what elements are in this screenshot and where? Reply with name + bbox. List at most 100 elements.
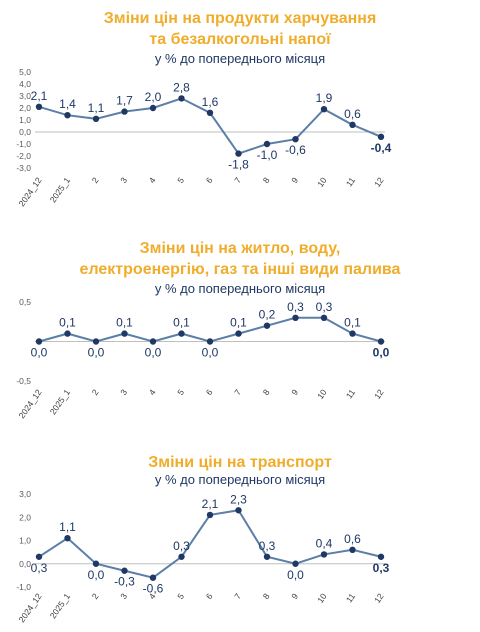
data-label: 0,0 xyxy=(31,346,48,360)
y-tick-label: 2,0 xyxy=(19,512,31,522)
data-point xyxy=(235,507,242,514)
data-label: 0,1 xyxy=(173,316,190,330)
x-tick-label: 2 xyxy=(90,591,101,601)
data-label: 0,3 xyxy=(316,300,333,314)
data-point xyxy=(377,133,385,140)
x-tick-label: 3 xyxy=(118,387,129,397)
data-label: 0,4 xyxy=(316,536,333,550)
y-tick-label: 0,5 xyxy=(19,297,31,307)
data-label: 0,1 xyxy=(59,316,76,330)
x-tick-label: 4 xyxy=(147,387,158,397)
data-label: 1,1 xyxy=(88,101,105,115)
x-tick-label: 6 xyxy=(204,387,215,397)
data-label: 0,6 xyxy=(344,532,361,546)
data-label: 0,1 xyxy=(230,316,247,330)
data-label: 0,2 xyxy=(259,308,276,322)
x-tick-label: 12 xyxy=(372,175,386,189)
data-point xyxy=(149,574,157,581)
data-point xyxy=(64,534,71,542)
x-tick-label: 4 xyxy=(147,175,158,185)
chart-subtitle: у % до попереднього місяця xyxy=(154,472,326,487)
chart-title-line1: Зміни цін на житло, воду, xyxy=(139,240,341,257)
chart-subtitle: у % до попереднього місяця xyxy=(154,51,326,66)
x-tick-label: 4 xyxy=(147,591,158,601)
x-tick-label: 5 xyxy=(175,175,186,185)
y-tick-label: 0,0 xyxy=(19,127,31,137)
data-label: 2,1 xyxy=(31,89,48,103)
data-label: 1,4 xyxy=(59,97,76,111)
x-tick-label: 10 xyxy=(315,175,329,189)
data-point xyxy=(92,338,100,345)
data-label: 1,7 xyxy=(116,94,133,108)
x-tick-label: 7 xyxy=(232,387,243,397)
x-tick-label: 10 xyxy=(315,387,329,401)
data-label: 0,1 xyxy=(344,316,361,330)
x-tick-label: 2025_1 xyxy=(48,387,73,416)
x-tick-label: 2025_1 xyxy=(48,591,73,620)
x-tick-label: 9 xyxy=(289,591,300,601)
y-tick-label: 3,0 xyxy=(19,489,31,499)
data-label: 2,1 xyxy=(202,497,219,511)
chart-title: Зміни цін на житло, воду, електроенергію… xyxy=(0,238,480,280)
y-tick-label: 3,0 xyxy=(19,91,31,101)
y-tick-label: 0,0 xyxy=(19,559,31,569)
y-tick-label: 1,0 xyxy=(19,115,31,125)
data-label: 0,0 xyxy=(145,346,162,360)
data-point xyxy=(35,103,43,111)
chart-subtitle: у % до попереднього місяця xyxy=(154,281,326,296)
series-line xyxy=(38,316,382,343)
x-tick-label: 12 xyxy=(372,591,386,605)
data-label: 0,0 xyxy=(88,346,105,360)
x-tick-label: 2024_12 xyxy=(16,387,43,420)
y-tick-label: -1,0 xyxy=(16,582,31,592)
x-tick-label: 7 xyxy=(232,591,243,601)
data-point xyxy=(349,546,356,553)
data-point xyxy=(235,150,242,157)
data-point xyxy=(349,121,356,128)
data-point xyxy=(121,108,128,115)
data-label: 0,1 xyxy=(116,316,133,330)
x-tick-label: 8 xyxy=(261,175,272,185)
data-point xyxy=(178,330,185,337)
data-point xyxy=(377,338,385,345)
data-label: 0,0 xyxy=(287,568,304,582)
data-label: 0,0 xyxy=(373,346,390,360)
x-tick-label: 6 xyxy=(204,591,215,601)
x-tick-label: 5 xyxy=(175,591,186,601)
data-label: 0,3 xyxy=(287,300,304,314)
chart-title: Зміни цін на продукти харчування та беза… xyxy=(0,8,480,50)
data-label: 0,3 xyxy=(259,539,276,553)
data-point xyxy=(263,140,271,148)
data-point xyxy=(263,553,271,560)
data-label: 0,0 xyxy=(88,568,105,582)
data-point xyxy=(149,338,157,345)
y-tick-label: 2,0 xyxy=(19,103,31,113)
data-label: -1,8 xyxy=(228,158,249,172)
data-label: -0,6 xyxy=(143,582,164,596)
x-tick-label: 3 xyxy=(118,175,129,185)
data-point xyxy=(121,330,128,337)
data-point xyxy=(178,95,185,102)
chart-title: Зміни цін на транспорт xyxy=(0,452,480,473)
data-point xyxy=(263,322,271,329)
data-point xyxy=(35,553,43,560)
data-point xyxy=(92,560,100,567)
x-tick-label: 9 xyxy=(289,175,300,185)
y-tick-label: 5,0 xyxy=(19,67,31,77)
data-label: 1,6 xyxy=(202,95,219,109)
chart-title-line2: електроенергію, газ та інші види палива xyxy=(79,261,401,278)
data-point xyxy=(292,136,299,143)
x-tick-label: 10 xyxy=(315,591,329,605)
data-point xyxy=(206,109,214,117)
x-tick-label: 2 xyxy=(90,387,101,397)
data-label: 2,8 xyxy=(173,80,190,94)
data-point xyxy=(206,338,214,345)
data-label: 2,0 xyxy=(145,90,162,104)
x-tick-label: 2 xyxy=(90,175,101,185)
y-tick-label: 4,0 xyxy=(19,79,31,89)
y-tick-label: -2,0 xyxy=(16,151,31,161)
x-tick-label: 5 xyxy=(175,387,186,397)
data-point xyxy=(35,338,43,345)
data-label: -0,6 xyxy=(285,143,306,157)
data-point xyxy=(320,314,328,321)
